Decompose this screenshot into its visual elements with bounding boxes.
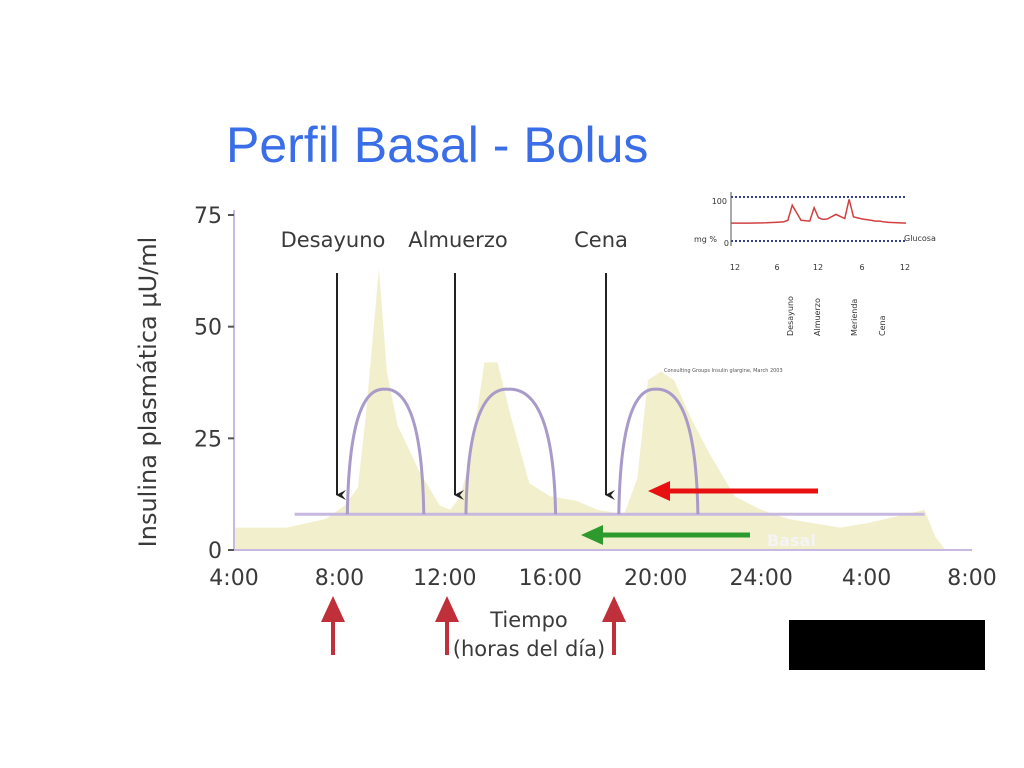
inset-event-label: Desayuno bbox=[786, 296, 795, 336]
meal-time-arrow-head bbox=[435, 596, 459, 622]
main-plot: 0 25 50 75 4:00 8:00 12:00 16:00 20:00 24:00 4:00 8… bbox=[194, 204, 997, 655]
meal-time-arrow-head bbox=[321, 596, 345, 622]
x-axis-subtitle: (horas del día) bbox=[453, 637, 605, 661]
glucose-inset: 100 0 mg % Glucosa 12 6 12 6 12 Desayuno Almuerzo M… bbox=[694, 192, 936, 336]
inset-glucose-curve bbox=[731, 199, 907, 224]
y-tick-label: 0 bbox=[208, 539, 222, 564]
meal-label: Almuerzo bbox=[408, 228, 507, 252]
meal-label: Desayuno bbox=[281, 228, 386, 252]
bolus-insulin-curve bbox=[617, 387, 700, 515]
credit-text: Consulting Groups Insulin glargine, Marc… bbox=[664, 368, 783, 374]
inset-y-axis-label: mg % bbox=[694, 235, 717, 244]
x-tick-label: 4:00 bbox=[209, 566, 258, 591]
meal-time-arrow-head bbox=[602, 596, 626, 622]
y-tick-label: 25 bbox=[194, 427, 222, 452]
x-tick-label: 16:00 bbox=[519, 566, 582, 591]
x-tick-label: 20:00 bbox=[624, 566, 687, 591]
redaction-box bbox=[789, 620, 985, 670]
inset-x-tick-label: 6 bbox=[859, 263, 864, 272]
slide-title: Perfil Basal - Bolus bbox=[226, 117, 649, 173]
x-tick-label: 8:00 bbox=[315, 566, 364, 591]
x-axis-title: Tiempo bbox=[489, 608, 568, 632]
inset-x-tick-label: 12 bbox=[730, 263, 740, 272]
bolus-insulin-curve bbox=[345, 387, 426, 515]
y-tick-label: 75 bbox=[194, 204, 222, 229]
x-tick-label: 12:00 bbox=[413, 566, 476, 591]
inset-event-label: Cena bbox=[878, 315, 887, 336]
inset-x-tick-label: 12 bbox=[813, 263, 823, 272]
inset-y-tick-label: 0 bbox=[724, 239, 729, 248]
bolus-insulin-curve bbox=[464, 387, 558, 515]
y-tick-label: 50 bbox=[194, 316, 222, 341]
inset-event-label: Merienda bbox=[850, 299, 859, 336]
meal-label: Cena bbox=[574, 228, 628, 252]
basal-label: Basal bbox=[767, 531, 816, 550]
x-tick-label: 24:00 bbox=[729, 566, 792, 591]
inset-x-tick-label: 12 bbox=[900, 263, 910, 272]
inset-y-tick-label: 100 bbox=[712, 197, 727, 206]
x-tick-label: 8:00 bbox=[947, 566, 996, 591]
inset-event-label: Almuerzo bbox=[813, 298, 822, 336]
x-tick-label: 4:00 bbox=[842, 566, 891, 591]
physiologic-insulin-area bbox=[234, 268, 946, 550]
y-axis-label: Insulina plasmática μU/ml bbox=[134, 237, 162, 548]
inset-series-label: Glucosa bbox=[904, 234, 936, 243]
green-arrow-head bbox=[581, 525, 603, 545]
inset-x-tick-label: 6 bbox=[774, 263, 779, 272]
red-arrow-head bbox=[648, 481, 670, 501]
